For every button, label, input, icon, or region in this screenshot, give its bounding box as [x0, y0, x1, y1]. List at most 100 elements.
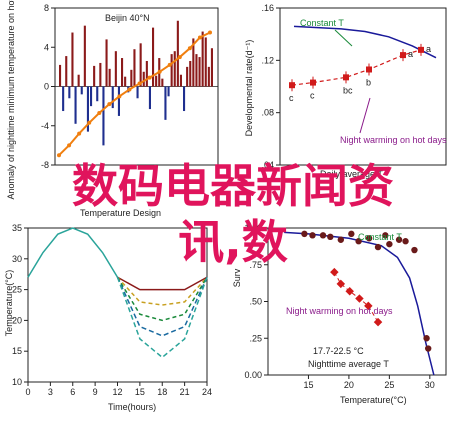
- panel4-night-point: [355, 294, 364, 303]
- panel4-constant-point: [319, 232, 327, 239]
- panel2-ytick-label: .08: [261, 108, 274, 118]
- panel4-constant-label: Constant T: [358, 232, 402, 242]
- panel2-point: [366, 66, 372, 73]
- panel1-bar: [192, 38, 195, 87]
- panel1-bar: [204, 37, 207, 87]
- panel1-bar: [173, 51, 176, 87]
- panel3-ytick-label: 30: [12, 254, 22, 264]
- panel1-trend-line: [58, 31, 211, 156]
- panel1-bar: [90, 86, 93, 107]
- panel1-bar: [183, 86, 186, 112]
- panel3-ylabel: Temperature(°C): [4, 270, 14, 337]
- panel1-bar: [170, 54, 173, 87]
- panel1-ytick-label: 8: [44, 3, 49, 13]
- panel3-series-line: [116, 276, 208, 337]
- panel3-ytick-label: 25: [12, 285, 22, 295]
- panel1-bar: [186, 66, 189, 87]
- panel1-ytick-label: 4: [44, 42, 49, 52]
- overlay-line-2: 讯,数: [178, 215, 287, 269]
- panel1-bar: [59, 64, 62, 87]
- panel4-constant-point: [382, 232, 389, 239]
- panel3-title: Temperature Design: [80, 208, 161, 218]
- panel1-bar: [139, 43, 142, 87]
- panel1-bar: [201, 31, 204, 87]
- panel4-constant-point: [365, 235, 373, 242]
- panel3-ytick-label: 35: [12, 223, 22, 233]
- panel1-ytick-label: -8: [41, 160, 49, 170]
- panel2-night-label: Night warming on hot days: [340, 135, 447, 145]
- panel1-bar: [86, 86, 89, 132]
- panel4-ytick-label: .25: [249, 333, 262, 343]
- panel3-xtick-label: 15: [135, 387, 145, 397]
- panel1-trend-point: [117, 94, 122, 99]
- panel1-bar: [130, 69, 133, 87]
- panel3-ytick-label: 15: [12, 346, 22, 356]
- panel1-bar: [96, 86, 99, 102]
- panel1-bar: [102, 86, 105, 146]
- panel1-trend-point: [137, 81, 142, 86]
- panel4-range-label: 17.7-22.5 °C: [313, 346, 364, 356]
- panel4-night-point: [364, 301, 373, 311]
- panel4-xtick-label: 25: [384, 380, 394, 390]
- panel1-bar: [108, 68, 111, 87]
- panel4-constant-point: [327, 233, 334, 241]
- panel2-xlabel: Daily average T: [320, 169, 383, 179]
- overlay-line-1: 数码电器新闻资: [72, 159, 394, 213]
- panel4-constant-point: [374, 243, 382, 251]
- panel3-series-line: [116, 276, 208, 322]
- panel3-series-line: [27, 227, 119, 278]
- panel1-bar: [136, 86, 139, 99]
- panel1-bar: [99, 62, 102, 87]
- panel2-point-letter: a: [426, 44, 431, 54]
- panel1-trend-point: [157, 69, 162, 74]
- panel2-constant-line: [293, 25, 437, 59]
- panel1-bar: [93, 65, 96, 87]
- panel4-xtick-label: 20: [344, 380, 354, 390]
- panel1-bar: [145, 60, 148, 87]
- panel1-bar: [117, 86, 120, 116]
- panel1-bar: [124, 76, 127, 87]
- panel2-point-letter: bc: [343, 85, 353, 95]
- panel1-ytick-label: -4: [41, 121, 49, 131]
- panel1-ytick-label: 0: [44, 82, 49, 92]
- panel4-xlabel: Temperature(°C): [340, 395, 407, 405]
- panel1-title: Beijin 40°N: [105, 13, 150, 23]
- panel4-constant-point: [425, 345, 432, 352]
- panel3-xtick-label: 21: [180, 387, 190, 397]
- panel1-bar: [155, 75, 158, 87]
- panel1-bar: [161, 78, 164, 87]
- panel3-xtick-label: 6: [70, 387, 75, 397]
- panel2-constant-arrow: [334, 29, 353, 47]
- panel3-xtick-label: 12: [112, 387, 122, 397]
- panel1-trend-point: [127, 87, 132, 92]
- panel4-night-point: [336, 279, 346, 289]
- panel1-trend-point: [77, 131, 82, 136]
- panel4-ylabel: Surv: [232, 268, 242, 287]
- panel1-trend-point: [187, 46, 192, 51]
- panel1-trend-point: [97, 110, 102, 115]
- panel1-trend-point: [167, 62, 172, 67]
- panel2-point: [310, 79, 316, 86]
- panel1-bar: [210, 48, 213, 87]
- panel4-constant-point: [395, 236, 403, 243]
- panel2-point-letter: a: [408, 49, 413, 59]
- panel1-trend-point: [87, 120, 92, 125]
- panel2-ytick-label: .16: [261, 3, 274, 13]
- panel3-xlabel: Time(hours): [108, 402, 156, 412]
- panel1-bar: [198, 57, 201, 87]
- panel4-constant-point: [301, 230, 308, 238]
- panel4-ytick-label: 1.00: [244, 223, 262, 233]
- panel1-trend-point: [107, 102, 112, 107]
- panel1-bar: [83, 25, 86, 87]
- panel3-ytick-label: 20: [12, 315, 22, 325]
- panel1-bar: [74, 86, 77, 124]
- panel4-ytick-label: 0.00: [244, 370, 262, 380]
- panel1-trend-point: [177, 55, 182, 60]
- panel1-bar: [164, 86, 167, 120]
- panel4-constant-point: [337, 236, 345, 243]
- panel4-nightavg-label: Nighttime average T: [308, 359, 389, 369]
- panel2-point: [418, 46, 424, 53]
- panel1-bar: [148, 86, 151, 110]
- panel3-xtick-label: 0: [25, 387, 30, 397]
- panel4-ytick-label: .75: [249, 260, 262, 270]
